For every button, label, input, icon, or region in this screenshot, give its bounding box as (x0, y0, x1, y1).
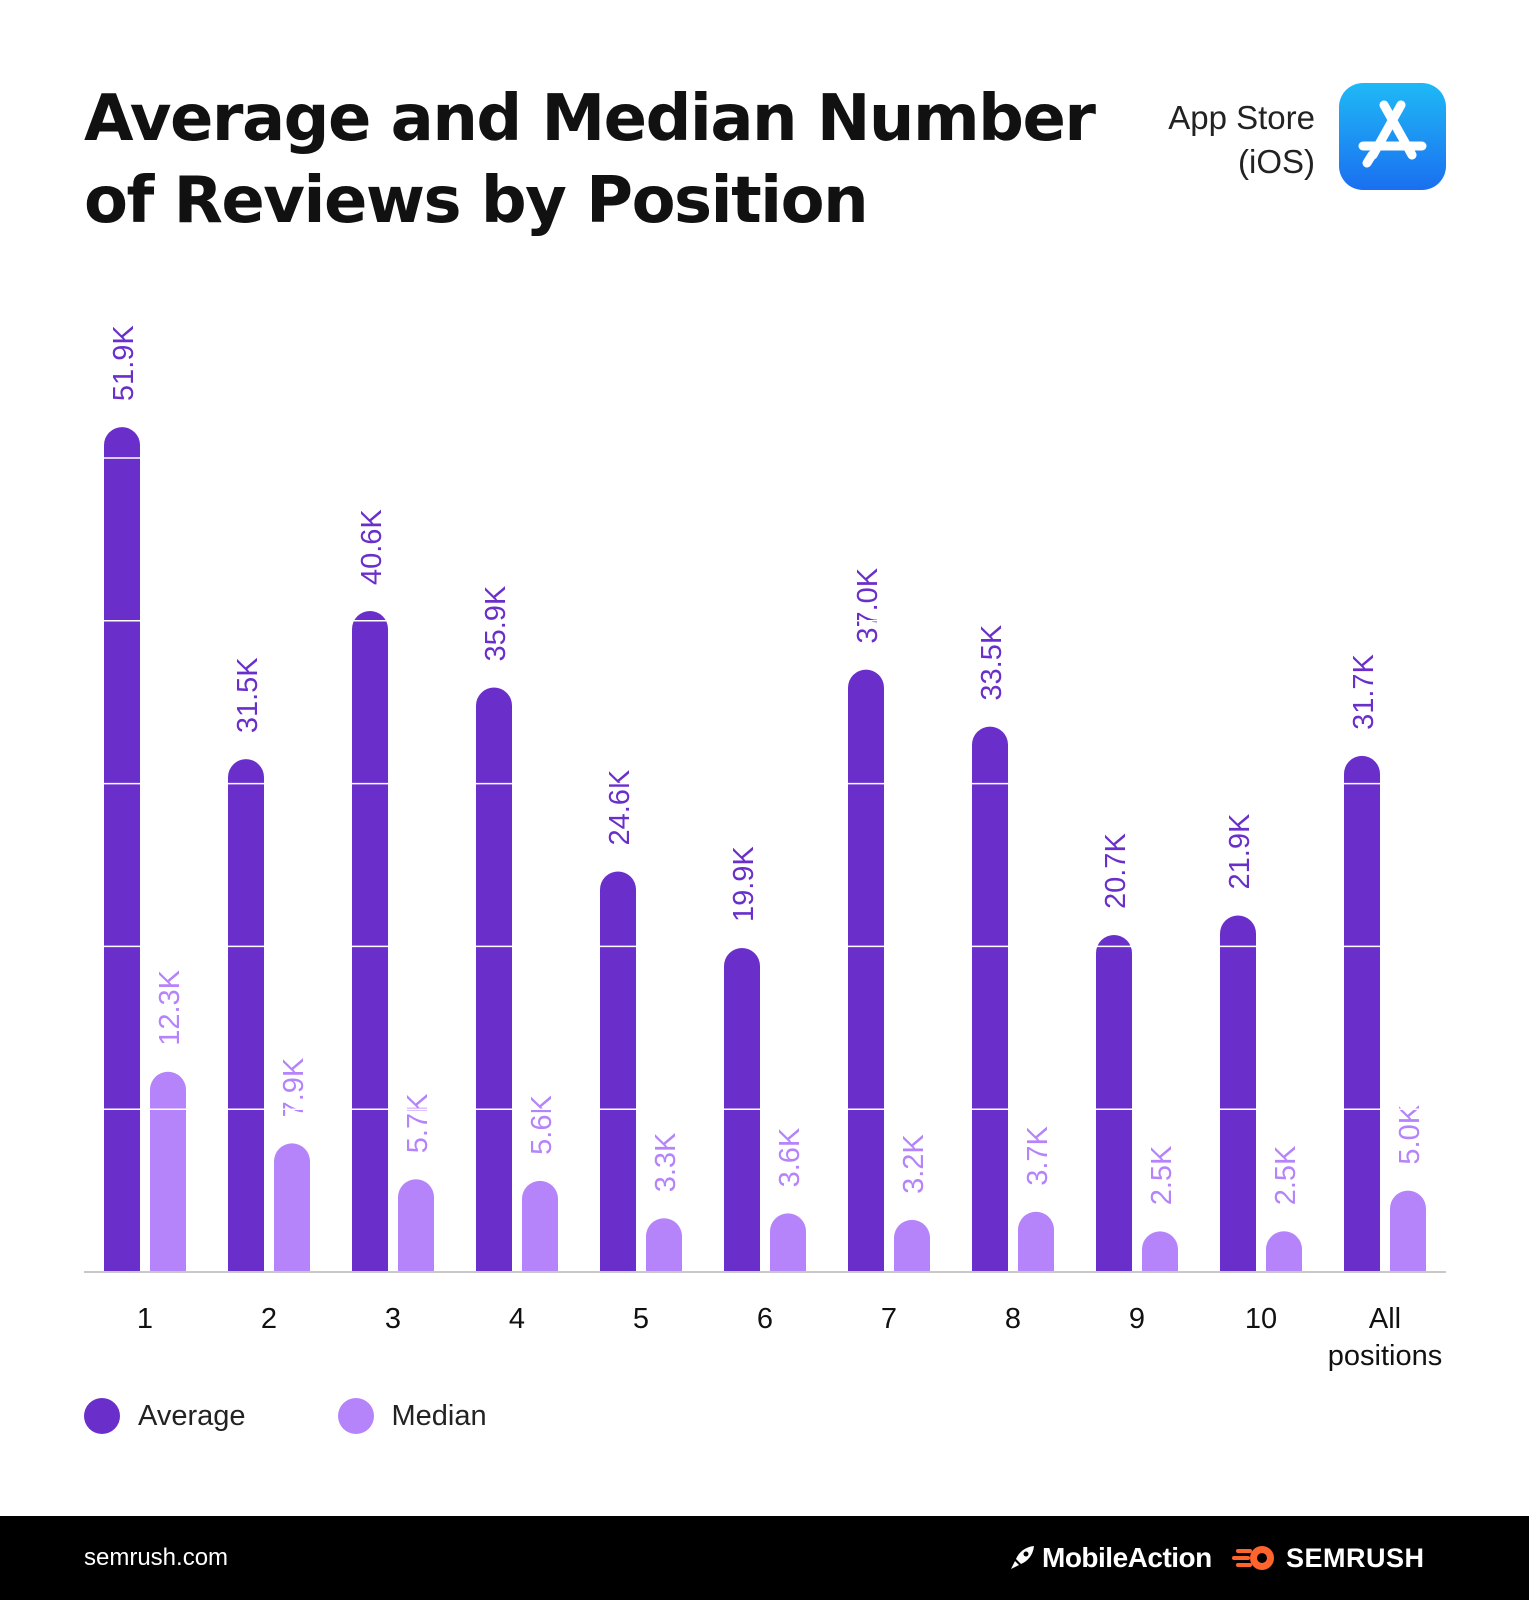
data-label-average-1: 51.9K (108, 325, 140, 401)
rocket-icon (1011, 1546, 1034, 1569)
x-tick-label-part: 5 (633, 1303, 649, 1335)
x-tick-label-part: All (1369, 1303, 1401, 1335)
bar-average-2 (228, 759, 264, 1272)
data-label-median-7: 3.2K (898, 1134, 930, 1194)
data-label-median-4: 5.6K (526, 1095, 558, 1155)
bar-median-1 (150, 1071, 186, 1272)
data-label-average-4: 35.9K (480, 585, 512, 661)
footer-site: semrush.com (84, 1544, 229, 1571)
x-tick-label-part: 9 (1129, 1303, 1145, 1335)
semrush-wordmark: SEMRUSH (1286, 1542, 1425, 1573)
bar-median-8 (1018, 1211, 1054, 1272)
mobileaction-wordmark: MobileAction (1042, 1542, 1212, 1573)
store-label-line-2: (iOS) (1238, 143, 1315, 180)
bar-median-10 (1266, 1231, 1302, 1272)
x-tick-label-part: 7 (881, 1303, 897, 1335)
chart-title: Average and Median Number of Reviews by … (84, 78, 1096, 242)
data-label-average-6: 19.9K (728, 846, 760, 922)
data-label-median-5: 3.3K (650, 1132, 682, 1192)
bar-average-6 (724, 948, 760, 1272)
mobileaction-logo: MobileAction (1008, 1540, 1212, 1576)
x-tick-label-7: 7 (881, 1303, 897, 1335)
chart-title-line-2: of Reviews by Position (84, 164, 869, 238)
bar-median-9 (1142, 1231, 1178, 1272)
x-tick-label-part: 2 (261, 1303, 277, 1335)
data-label-median-6: 3.6K (774, 1127, 806, 1187)
x-tick-label-10: 10 (1245, 1303, 1277, 1335)
x-tick-label-8: 8 (1005, 1303, 1021, 1335)
legend-swatch-median (337, 1398, 374, 1434)
store-label: App Store (iOS) (1168, 96, 1315, 184)
data-label-average-10: 21.9K (1224, 813, 1256, 889)
data-label-average-11: 31.7K (1348, 653, 1380, 729)
app-store-icon (1339, 83, 1446, 190)
data-label-average-3: 40.6K (356, 509, 388, 585)
x-tick-label-part: positions (1328, 1340, 1442, 1372)
data-label-median-3: 5.7K (402, 1093, 434, 1153)
bar-average-5 (600, 871, 636, 1272)
bar-median-6 (770, 1213, 806, 1272)
legend-label-median: Median (391, 1399, 487, 1432)
data-label-median-1: 12.3K (154, 969, 186, 1045)
x-tick-label-1: 1 (137, 1303, 153, 1335)
legend: Average Median (84, 1396, 579, 1436)
semrush-fire-icon (1232, 1546, 1274, 1570)
bar-average-11 (1344, 755, 1380, 1272)
bar-average-8 (972, 726, 1008, 1272)
x-tick-label-part: 6 (757, 1303, 773, 1335)
x-tick-label-part: 8 (1005, 1303, 1021, 1335)
data-label-average-9: 20.7K (1100, 833, 1132, 909)
data-label-median-2: 7.9K (278, 1057, 310, 1117)
bar-average-7 (848, 669, 884, 1272)
bar-average-9 (1096, 935, 1132, 1272)
data-label-median-9: 2.5K (1146, 1145, 1178, 1205)
bar-median-3 (398, 1179, 434, 1272)
bar-median-2 (274, 1143, 310, 1272)
legend-swatch-average (84, 1398, 120, 1434)
bar-median-11 (1390, 1190, 1426, 1272)
x-tick-label-3: 3 (385, 1303, 401, 1335)
x-tick-label-part: 1 (137, 1303, 153, 1335)
data-label-average-8: 33.5K (976, 624, 1008, 700)
data-label-median-8: 3.7K (1022, 1125, 1054, 1185)
x-tick-label-part: 3 (385, 1303, 401, 1335)
bar-median-5 (646, 1218, 682, 1272)
bar-average-4 (476, 687, 512, 1272)
data-label-median-11: 5.0K (1394, 1104, 1426, 1164)
store-label-line-1: App Store (1168, 99, 1315, 136)
data-label-median-10: 2.5K (1270, 1145, 1302, 1205)
data-label-average-5: 24.6K (604, 769, 636, 845)
x-tick-label-4: 4 (509, 1303, 525, 1335)
data-label-average-7: 37.0K (852, 567, 884, 643)
x-tick-label-part: 10 (1245, 1303, 1277, 1335)
legend-item-average: Average (84, 1398, 246, 1434)
x-tick-label-6: 6 (757, 1303, 773, 1335)
x-tick-label-part: 4 (509, 1303, 525, 1335)
bar-average-10 (1220, 915, 1256, 1272)
x-tick-label-11: All positions (1328, 1303, 1442, 1372)
bar-average-3 (352, 611, 388, 1272)
bar-chart: 51.9K 12.3K 31.5K 7.9K 40.6K 5.7K 35.9K 5.6K 24.… (84, 325, 1446, 1372)
x-tick-label-9: 9 (1129, 1303, 1145, 1335)
x-tick-label-5: 5 (633, 1303, 649, 1335)
chart-title-line-1: Average and Median Number (84, 82, 1096, 156)
legend-label-average: Average (138, 1399, 246, 1432)
bar-median-4 (522, 1180, 558, 1272)
semrush-logo: SEMRUSH (1232, 1540, 1425, 1576)
data-label-average-2: 31.5K (232, 657, 264, 733)
legend-item-median: Median (337, 1398, 487, 1434)
bar-median-7 (894, 1219, 930, 1272)
footer: semrush.com MobileAction SEMRUSH (0, 1516, 1529, 1600)
x-tick-label-2: 2 (261, 1303, 277, 1335)
bar-average-1 (104, 427, 140, 1272)
